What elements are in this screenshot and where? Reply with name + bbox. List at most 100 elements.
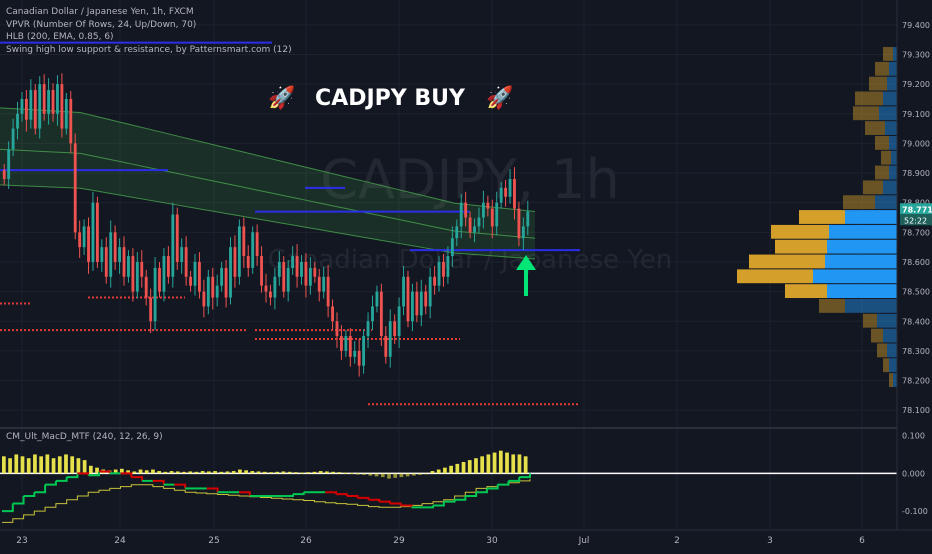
macd-line-segment [292, 492, 305, 496]
candle-body [402, 276, 405, 307]
macd-hist-bar [33, 454, 37, 474]
vp-down-bar [775, 239, 827, 254]
candle-body [459, 202, 463, 227]
macd-hist-bar [300, 472, 304, 474]
candle-body [260, 256, 263, 286]
vp-up-bar [827, 284, 897, 299]
candle-body [180, 247, 184, 262]
candle-body [224, 267, 228, 298]
candle-body [455, 226, 459, 239]
candle-body [184, 247, 188, 277]
vp-down-bar [865, 121, 885, 135]
rocket-icon-left: 🚀 [268, 85, 295, 111]
vp-up-bar [889, 165, 897, 180]
macd-hist-bar [175, 471, 180, 474]
hlb-lower-line [0, 184, 536, 260]
macd-line-segment [400, 504, 413, 508]
macd-line-segment [379, 500, 391, 504]
macd-hist-bar [120, 468, 124, 474]
macd-hist-bar [262, 471, 267, 474]
macd-line-segment [519, 473, 531, 479]
macd-hist-bar [182, 471, 186, 474]
time-tick-label: 2 [674, 536, 680, 546]
candle-body [158, 267, 161, 292]
candle-body [229, 247, 232, 298]
price-tick-label: 79.200 [902, 80, 930, 89]
candle-body [166, 256, 170, 277]
candle-body [264, 285, 268, 292]
macd-legend[interactable]: CM_Ult_MacD_MTF (240, 12, 26, 9) [6, 432, 163, 442]
time-tick-label: 23 [16, 536, 27, 546]
macd-hist-bar [337, 472, 342, 474]
vp-down-bar [871, 328, 883, 343]
indicator-legend: Canadian Dollar / Japanese Yen, 1h, FXCM… [6, 6, 292, 56]
macd-hist-bar [498, 450, 503, 474]
vp-down-bar [819, 299, 845, 313]
macd-hist-bar [132, 471, 137, 474]
candle-body [442, 261, 445, 277]
macd-hist-bar [293, 472, 298, 474]
vpvr-legend[interactable]: VPVR (Number Of Rows, 24, Up/Down, 70) [6, 19, 197, 30]
macd-hist-bar [244, 470, 248, 474]
candle-body [300, 261, 303, 277]
price-tick-label: 79.300 [902, 50, 930, 59]
up-arrow-icon [516, 255, 536, 296]
swing-legend[interactable]: Swing high low support & resistance, by … [6, 44, 292, 55]
candle-body [64, 98, 68, 129]
candle-body [127, 256, 130, 277]
vp-up-bar [893, 373, 897, 387]
time-tick-label: 26 [300, 536, 312, 546]
candle-body [73, 143, 77, 233]
macd-hist-bar [461, 462, 466, 474]
candle-body [144, 276, 148, 298]
price-tick-label: 78.600 [902, 258, 930, 267]
vp-down-bar [875, 165, 889, 180]
macd-hist-bar [169, 471, 174, 474]
candle-body [291, 256, 295, 268]
macd-line-segment [55, 477, 68, 482]
candle-body [433, 276, 437, 286]
buy-annotation: 🚀 CADJPY BUY 🚀 [268, 85, 513, 111]
macd-hist-bar [206, 471, 211, 474]
candle-body [348, 336, 352, 357]
macd-line-segment [66, 473, 79, 479]
candle-body [415, 291, 419, 316]
macd-hist-bar [411, 473, 416, 476]
candle-body [295, 256, 299, 277]
vp-up-bar [889, 135, 897, 150]
macd-line-segment [476, 488, 488, 494]
macd-line-segment [443, 499, 456, 503]
candle-body [411, 291, 414, 322]
candle-body [78, 232, 82, 248]
candle-body [437, 261, 441, 286]
macd-line-segment [325, 491, 338, 495]
macd-tick-label: 0.100 [902, 432, 925, 441]
candle-body [495, 202, 499, 227]
macd-hist-bar [200, 471, 205, 474]
macd-line-segment [433, 501, 445, 507]
candle-body [175, 214, 179, 262]
hlb-legend[interactable]: HLB (200, EMA, 0.85, 6) [6, 32, 114, 42]
macd-panel [0, 427, 932, 523]
symbol-title[interactable]: Canadian Dollar / Japanese Yen, 1h, FXCM [6, 7, 194, 17]
vp-down-bar [749, 254, 825, 269]
candle-body [87, 226, 90, 262]
macd-line-segment [454, 496, 467, 501]
candle-body [82, 226, 86, 248]
macd-hist-bar [424, 473, 429, 475]
macd-hist-bar [194, 471, 199, 474]
candle-body [42, 84, 46, 114]
macd-line-segment [206, 487, 219, 493]
macd-hist-bar [82, 460, 87, 474]
vp-down-bar [875, 61, 889, 76]
candle-body [171, 214, 175, 277]
macd-line-segment [77, 472, 90, 476]
vp-up-bar [883, 328, 897, 343]
macd-hist-bar [287, 471, 292, 474]
vp-up-bar [889, 358, 897, 373]
time-tick-label: 29 [393, 536, 405, 546]
macd-hist-bar [511, 454, 516, 474]
price-axis-bg [897, 0, 932, 550]
